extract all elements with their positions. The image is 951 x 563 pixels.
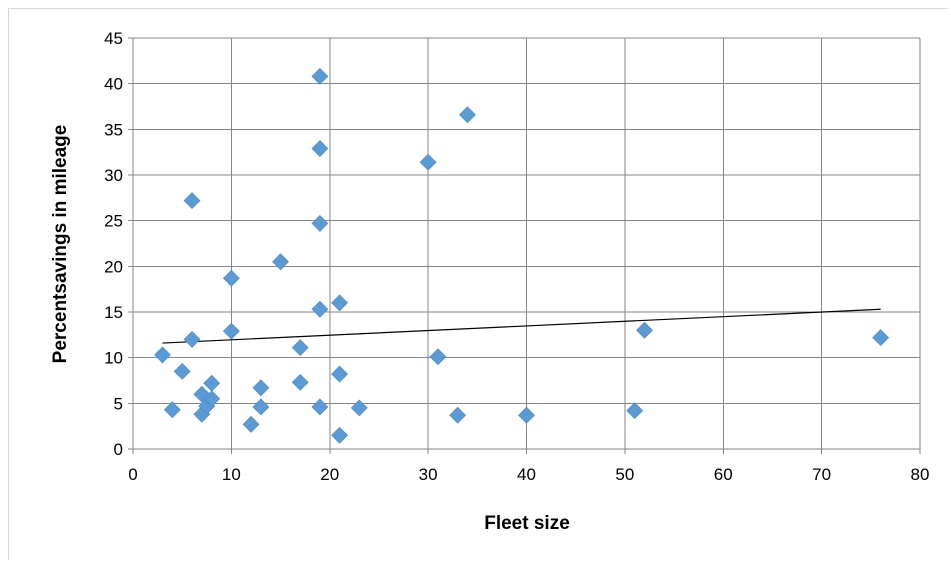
- data-point: [311, 140, 329, 157]
- data-point: [419, 153, 437, 171]
- trendline: [162, 308, 881, 344]
- data-point: [252, 379, 270, 397]
- y-tick-label: 40: [104, 75, 123, 94]
- data-point: [291, 373, 309, 391]
- data-point: [331, 294, 349, 312]
- x-tick-label: 50: [615, 465, 634, 484]
- data-point: [311, 214, 329, 232]
- y-tick-label: 20: [104, 257, 123, 276]
- gridlines: [128, 37, 921, 454]
- x-tick-label: 30: [419, 465, 438, 484]
- y-tick-label: 25: [104, 212, 123, 231]
- y-tick-label: 5: [114, 394, 123, 413]
- data-point: [311, 67, 329, 85]
- data-point: [429, 348, 447, 366]
- y-tick-label: 35: [104, 120, 123, 139]
- y-tick-label: 45: [104, 29, 123, 48]
- data-point: [459, 106, 476, 124]
- data-point: [242, 415, 260, 433]
- x-tick-label: 60: [714, 465, 733, 484]
- data-point: [311, 300, 329, 318]
- data-point: [183, 192, 201, 209]
- data-point: [636, 321, 653, 339]
- data-points: [154, 67, 890, 444]
- data-point: [222, 322, 240, 340]
- x-tick-label: 80: [911, 465, 930, 484]
- x-tick-label: 0: [128, 465, 137, 484]
- data-point: [872, 329, 890, 346]
- data-point: [311, 398, 329, 416]
- data-point: [350, 399, 368, 417]
- x-tick-labels: 0 10 20 30 40 50 60 70 80: [128, 465, 929, 484]
- x-tick-label: 70: [812, 465, 831, 484]
- data-point: [518, 406, 535, 424]
- data-point: [154, 346, 171, 364]
- y-tick-label: 10: [104, 349, 123, 368]
- trendline-group: [162, 308, 881, 344]
- data-point: [252, 398, 270, 416]
- x-axis-title: Fleet size: [484, 513, 570, 534]
- data-point: [163, 401, 181, 419]
- x-tick-label: 20: [320, 465, 339, 484]
- y-tick-labels: 0 5 10 15 20 25 30 35 40 45: [104, 29, 123, 459]
- data-point: [222, 269, 240, 287]
- x-tick-label: 10: [222, 465, 241, 484]
- data-point: [183, 330, 201, 348]
- data-point: [449, 406, 467, 424]
- y-axis-title: Percentsavings in mileage: [50, 125, 71, 364]
- data-point: [331, 365, 349, 383]
- chart-frame: [8, 8, 948, 560]
- data-point: [203, 374, 221, 392]
- data-point: [331, 426, 349, 444]
- y-tick-label: 0: [114, 440, 123, 459]
- data-point: [173, 362, 191, 380]
- data-point: [626, 402, 644, 420]
- data-point: [272, 253, 289, 271]
- data-point: [291, 339, 309, 357]
- y-tick-label: 15: [104, 303, 123, 322]
- y-tick-label: 30: [104, 166, 123, 185]
- x-tick-label: 40: [517, 465, 536, 484]
- data-point: [203, 390, 221, 408]
